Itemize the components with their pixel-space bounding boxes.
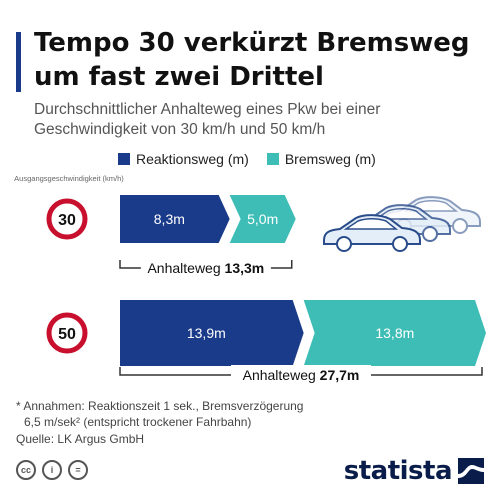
chart-subtitle: Durchschnittlicher Anhalteweg eines Pkw …: [34, 101, 381, 138]
footnote-line-1: * Annahmen: Reaktionszeit 1 sek., Bremsv…: [16, 399, 304, 413]
chart-title: Tempo 30 verkürzt Bremsweg um fast zwei …: [34, 28, 470, 92]
total-label-bg: [231, 365, 371, 385]
legend-swatch-braking: [266, 153, 279, 165]
legend-label-braking: Bremsweg (m): [284, 151, 376, 167]
cc-icon: cc: [16, 460, 36, 480]
total-label: Anhalteweg 27,7m: [243, 367, 360, 383]
footnote-line-2: 6,5 m/sek² (entspricht trockener Fahrbah…: [24, 415, 252, 429]
legend-item-braking: Bremsweg (m): [266, 151, 376, 167]
brand-wordmark: statista: [343, 456, 453, 486]
footnote: * Annahmen: Reaktionszeit 1 sek., Bremsv…: [16, 398, 486, 430]
bar-segment: [303, 300, 486, 366]
license-icons: cc i =: [16, 460, 88, 480]
total-label: Anhalteweg 13,3m: [147, 260, 264, 276]
bar-segment: [120, 300, 304, 366]
speed-limit-sign-icon: [46, 312, 88, 354]
bar-segment: [229, 195, 296, 243]
bar-segment: [120, 195, 230, 243]
data-label: 8,3m: [154, 211, 185, 227]
person-icon: i: [42, 460, 62, 480]
source-note: Quelle: LK Argus GmbH: [16, 432, 145, 446]
legend-item-reaction: Reaktionsweg (m): [118, 151, 249, 167]
category-label: 50: [58, 326, 76, 343]
car-icon-front: [323, 214, 421, 252]
category-label: 30: [58, 212, 76, 229]
statista-logo: statista: [344, 456, 484, 486]
total-label-bg: [140, 258, 271, 278]
title-accent-bar: [16, 32, 21, 92]
equals-icon: =: [68, 460, 88, 480]
data-label: 5,0m: [247, 211, 278, 227]
speed-limit-sign-icon: [46, 198, 88, 240]
legend-label-reaction: Reaktionsweg (m): [136, 151, 249, 167]
data-label: 13,8m: [375, 325, 414, 341]
legend-swatch-reaction: [118, 153, 130, 165]
legend: Reaktionsweg (m) Bremsweg (m): [118, 151, 376, 167]
statista-wave-icon: [458, 458, 484, 484]
category-axis-label: Ausgangsgeschwindigkeit (km/h): [14, 174, 124, 183]
data-label: 13,9m: [187, 325, 226, 341]
